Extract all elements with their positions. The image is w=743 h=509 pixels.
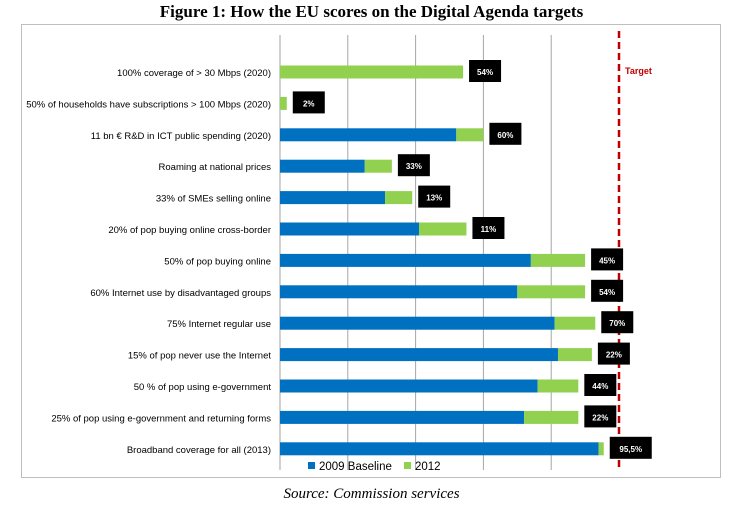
bar-2009-baseline (280, 159, 365, 173)
data-label-box (584, 374, 617, 396)
category-label: 25% of pop using e-government and return… (51, 413, 271, 424)
data-label-box (469, 60, 502, 82)
bar-2012 (554, 316, 596, 330)
bar-2009-baseline (280, 442, 599, 456)
data-label-box (609, 436, 652, 459)
bar-2012 (418, 222, 467, 236)
legend-swatch (308, 462, 315, 469)
data-label: 70% (609, 319, 625, 328)
data-label-box (472, 217, 505, 239)
category-label: 20% of pop buying online cross-border (108, 225, 271, 236)
bar-2009-baseline (280, 348, 558, 362)
bar-2009-baseline (280, 253, 531, 267)
data-label-box (597, 342, 630, 365)
data-label: 11% (481, 225, 497, 234)
data-label-box (292, 91, 325, 114)
data-label: 2% (303, 99, 315, 108)
data-label: 95,5% (619, 445, 642, 454)
category-label: Roaming at national prices (159, 162, 272, 173)
category-label: Broadband coverage for all (2013) (127, 445, 271, 456)
target-label: Target (625, 66, 652, 76)
data-label: 44% (592, 382, 608, 391)
bar-2012 (385, 191, 413, 205)
category-label: 50% of pop buying online (164, 256, 271, 267)
data-label-box (489, 122, 522, 145)
category-label: 60% Internet use by disadvantaged groups (90, 288, 271, 299)
legend-label: 2009 Baseline (319, 461, 392, 473)
legend-swatch (404, 462, 411, 469)
bar-2012 (598, 442, 604, 456)
data-label-box (591, 279, 624, 302)
data-label: 54% (599, 288, 615, 297)
data-label: 13% (426, 194, 442, 203)
bar-2009-baseline (280, 316, 555, 330)
bar-2009-baseline (280, 191, 386, 205)
legend-label: 2012 (415, 461, 441, 473)
bar-2009-baseline (280, 285, 518, 299)
bar-2012 (524, 410, 579, 424)
source-note: Source: Commission services (283, 486, 460, 502)
bar-2012 (456, 128, 484, 142)
bar-2012 (280, 65, 464, 79)
category-label: 33% of SMEs selling online (156, 194, 271, 205)
bar-chart: 100% coverage of > 30 Mbps (2020) 50% of … (26, 31, 652, 473)
data-label: 22% (592, 413, 608, 422)
data-label-box (591, 248, 624, 271)
bar-2009-baseline (280, 410, 525, 424)
data-label: 54% (477, 68, 493, 77)
category-label: 100% coverage of > 30 Mbps (2020) (117, 68, 271, 79)
category-label: 15% of pop never use the Internet (128, 351, 271, 362)
data-label: 45% (599, 256, 615, 265)
bar-2012 (530, 253, 586, 267)
bar-2012 (537, 379, 579, 393)
bar-2012 (364, 159, 392, 173)
bar-2009-baseline (280, 379, 538, 393)
category-label: 50 % of pop using e-government (134, 382, 272, 393)
bar-2009-baseline (280, 222, 419, 236)
data-label: 60% (497, 131, 513, 140)
bar-2012 (557, 348, 592, 362)
chart-frame: 100% coverage of > 30 Mbps (2020) 50% of … (21, 24, 721, 478)
bar-2012 (517, 285, 586, 299)
bar-2009-baseline (280, 128, 457, 142)
data-label: 22% (606, 351, 622, 360)
data-label-box (397, 154, 430, 177)
category-label: 11 bn € R&D in ICT public spending (2020… (91, 131, 271, 142)
data-label: 33% (406, 162, 422, 171)
data-label-box (418, 185, 451, 208)
bar-2012 (280, 96, 287, 110)
data-label-box (584, 405, 617, 428)
figure-title: Figure 1: How the EU scores on the Digit… (159, 2, 584, 21)
data-label-box (601, 311, 634, 334)
category-label: 75% Internet regular use (167, 319, 271, 330)
category-label: 50% of households have subscriptions > 1… (26, 99, 271, 110)
